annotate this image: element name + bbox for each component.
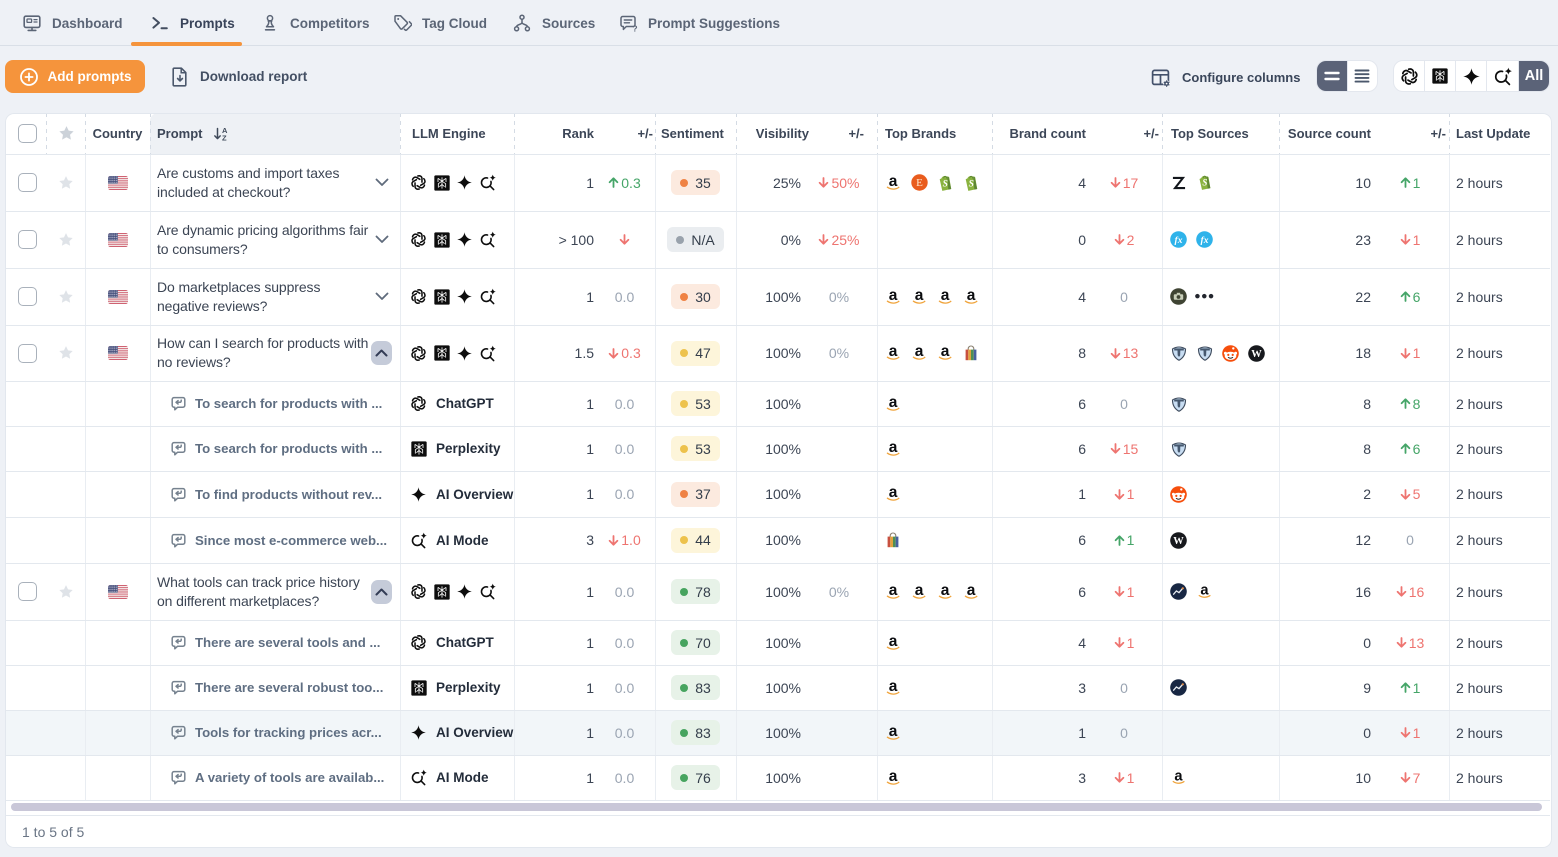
svg-text:fx: fx: [1201, 236, 1209, 246]
svg-text:a: a: [889, 288, 898, 304]
svg-text:a: a: [967, 288, 976, 304]
svg-text:a: a: [889, 583, 898, 599]
svg-text:S: S: [942, 179, 947, 189]
svg-text:A: A: [222, 126, 228, 135]
svg-text:a: a: [889, 769, 898, 785]
svg-text:a: a: [915, 344, 924, 360]
svg-text:a: a: [967, 583, 976, 599]
svg-text:S: S: [1202, 178, 1207, 188]
svg-text:Z: Z: [222, 133, 227, 141]
svg-text:a: a: [915, 288, 924, 304]
svg-text:a: a: [889, 679, 898, 695]
svg-text:a: a: [889, 724, 898, 740]
svg-text:a: a: [889, 485, 898, 501]
svg-text:a: a: [1200, 583, 1209, 599]
svg-text:?: ?: [632, 24, 637, 33]
svg-text:a: a: [889, 344, 898, 360]
svg-text:a: a: [889, 395, 898, 411]
svg-text:W: W: [1251, 348, 1262, 359]
svg-text:a: a: [889, 634, 898, 650]
svg-text:a: a: [915, 583, 924, 599]
svg-text:W: W: [1173, 535, 1184, 546]
svg-text:a: a: [941, 288, 950, 304]
svg-text:a: a: [941, 583, 950, 599]
svg-text:a: a: [889, 174, 898, 190]
svg-text:a: a: [889, 440, 898, 456]
svg-text:a: a: [1174, 769, 1183, 785]
svg-text:S: S: [968, 179, 973, 189]
svg-text:fx: fx: [1175, 236, 1183, 246]
svg-text:a: a: [941, 344, 950, 360]
svg-text:E: E: [916, 177, 923, 189]
